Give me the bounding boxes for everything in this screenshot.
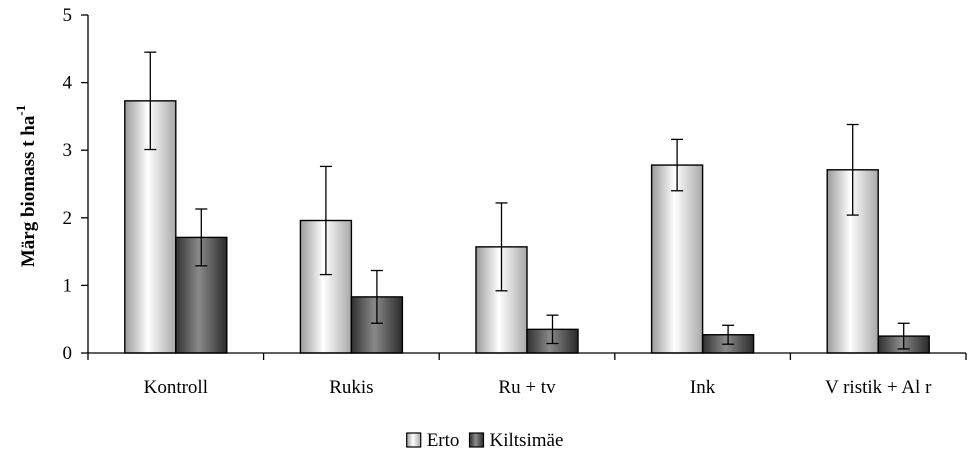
x-tick-label-3: Ru + tv <box>498 377 556 398</box>
x-tick-label-5: V ristik + Al r <box>825 377 932 398</box>
y-tick-label-5: 5 <box>63 5 73 26</box>
error-bar-erto-1 <box>144 51 157 151</box>
x-tick-label-2: Rukis <box>329 377 373 398</box>
y-tick-label-3: 3 <box>63 140 73 161</box>
error-bar-erto-4 <box>671 138 684 192</box>
legend-label-kiltsimae: Kiltsimäe <box>490 430 564 451</box>
legend-label-erto: Erto <box>427 430 460 451</box>
x-tick-label-1: Kontroll <box>144 377 208 398</box>
error-bar-erto-3 <box>495 202 508 292</box>
bars-layer <box>124 51 930 354</box>
x-tick-label-4: Ink <box>690 377 716 398</box>
y-axis-title-superscript: -1 <box>13 105 28 116</box>
error-bar-erto-2 <box>319 165 332 276</box>
error-bar-kiltsimae-1 <box>195 208 208 267</box>
y-axis-title-text: Märg biomass t ha <box>18 115 39 267</box>
error-bar-kiltsimae-3 <box>546 314 559 345</box>
legend-swatch-kiltsimae <box>468 432 485 448</box>
error-bar-erto-5 <box>846 123 859 216</box>
y-axis-title: Märg biomass t ha-1 <box>13 105 39 267</box>
error-bar-kiltsimae-5 <box>897 322 910 350</box>
labels-layer: 0 1 2 3 4 5 Kontroll Rukis Ru + tv Ink V ristik + … <box>63 5 933 398</box>
legend-swatch-erto <box>406 432 422 448</box>
bar-erto-4 <box>650 164 704 354</box>
error-bar-kiltsimae-2 <box>370 269 383 324</box>
legend-item-kiltsimae: Kiltsimäe <box>468 430 564 451</box>
error-bar-kiltsimae-4 <box>722 324 735 345</box>
y-tick-label-4: 4 <box>63 73 73 94</box>
legend-item-erto: Erto <box>406 430 460 451</box>
y-tick-label-1: 1 <box>63 275 73 296</box>
axes-layer <box>81 14 967 360</box>
y-tick-label-0: 0 <box>63 343 73 364</box>
legend: Erto Kiltsimäe <box>406 430 564 451</box>
y-tick-label-2: 2 <box>63 208 73 229</box>
